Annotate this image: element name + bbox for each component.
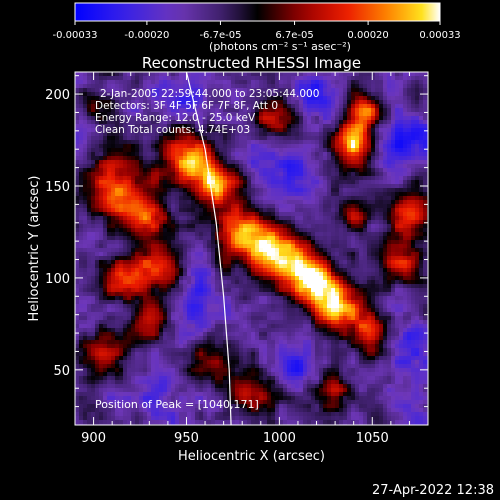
solar-limb-curve: [185, 72, 232, 425]
annotation-line: Clean Total counts: 4.74E+03: [95, 124, 250, 136]
y-tick-label: 100: [45, 272, 70, 287]
heatmap-image: [75, 72, 428, 425]
colorbar-tick-label: 6.7e-05: [275, 30, 313, 41]
annotation-line: Detectors: 3F 4F 5F 6F 7F 8F, Att 0: [95, 100, 278, 112]
y-tick-label: 50: [53, 364, 70, 379]
y-axis-label: Heliocentric Y (arcsec): [27, 176, 42, 322]
annotations: 2-Jan-2005 22:59:44.000 to 23:05:44.000D…: [95, 88, 319, 136]
y-tick-label: 150: [45, 180, 70, 195]
axes: 900 950 1000 1050 50 100 150 200: [45, 71, 429, 446]
colorbar-tick-label: -6.7e-05: [199, 30, 241, 41]
colorbar: -0.00033 -0.00020 -6.7e-05 6.7e-05 0.00020 0.…: [53, 2, 461, 41]
timestamp: 27-Apr-2022 12:38: [372, 483, 494, 498]
x-tick-label: 950: [174, 431, 199, 446]
peak-position-label: Position of Peak = [1040,171]: [95, 398, 259, 411]
colorbar-tick-label: 0.00020: [347, 30, 388, 41]
colorbar-gradient: [74, 2, 441, 22]
x-tick-label: 900: [81, 431, 106, 446]
chart-title: Reconstructed RHESSI Image: [142, 54, 361, 72]
x-tick-label: 1000: [263, 431, 296, 446]
annotation-line: 2-Jan-2005 22:59:44.000 to 23:05:44.000: [100, 88, 319, 100]
colorbar-tick-label: -0.00020: [124, 30, 169, 41]
colorbar-units-label: (photons cm⁻² s⁻¹ asec⁻²): [209, 40, 351, 53]
colorbar-tick-label: -0.00033: [53, 30, 98, 41]
plot-frame: [74, 71, 429, 426]
x-tick-label: 1050: [356, 431, 389, 446]
annotation-line: Energy Range: 12.0 - 25.0 keV: [95, 112, 256, 124]
x-axis-label: Heliocentric X (arcsec): [178, 449, 325, 464]
colorbar-tick-label: 0.00033: [419, 30, 460, 41]
y-tick-label: 200: [45, 88, 70, 103]
image-plot: [75, 72, 428, 425]
